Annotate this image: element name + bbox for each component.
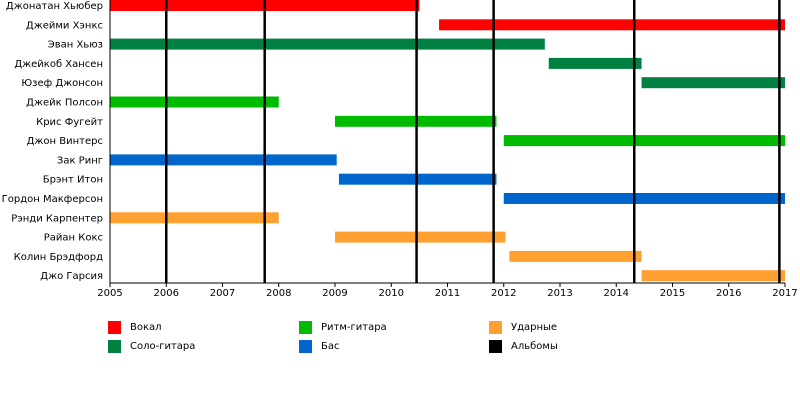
member-name-label: Джейкоб Хансен <box>14 59 103 70</box>
x-tick-label: 2012 <box>491 288 516 299</box>
member-bar <box>110 38 545 50</box>
member-bar <box>641 77 785 89</box>
x-tick-label: 2005 <box>97 288 122 299</box>
member-name-label: Джо Гарсия <box>40 271 103 282</box>
x-tick-label: 2006 <box>154 288 179 299</box>
x-axis: 2005 2006 2007 2008 2009 2010 2011 2012 2013 2014… <box>97 0 798 299</box>
x-tick-label: 2014 <box>604 288 629 299</box>
member-bar <box>110 212 279 224</box>
member-name-label: Крис Фугейт <box>36 117 103 128</box>
member-name-label: Джонатан Хьюбер <box>6 1 103 12</box>
member-name-label: Райан Кокс <box>44 233 103 244</box>
album-lines <box>165 0 781 283</box>
member-name-label: Джейми Хэнкс <box>26 20 103 31</box>
member-bar <box>548 57 642 69</box>
member-name-label: Джейк Полсон <box>26 98 103 109</box>
member-name-label: Зак Ринг <box>57 155 103 166</box>
member-name-label: Брэнт Итон <box>43 175 103 186</box>
x-tick-label: 2007 <box>210 288 235 299</box>
member-bar <box>503 193 785 204</box>
member-name-label: Джон Винтерс <box>27 136 103 147</box>
x-tick-label: 2010 <box>379 288 404 299</box>
member-bar <box>335 231 506 243</box>
x-tick-label: 2013 <box>547 288 572 299</box>
member-name-label: Колин Брэдфорд <box>14 252 103 263</box>
member-name-label: Рэнди Карпентер <box>11 213 103 224</box>
member-bar <box>641 270 785 282</box>
x-tick-label: 2015 <box>660 288 685 299</box>
member-bar <box>509 250 642 262</box>
member-bar <box>439 19 785 31</box>
x-tick-label: 2017 <box>772 288 797 299</box>
x-tick-label: 2009 <box>322 288 347 299</box>
member-bar <box>503 135 785 147</box>
x-tick-label: 2011 <box>435 288 460 299</box>
member-bars <box>110 0 785 282</box>
member-bar <box>110 154 337 166</box>
member-bar <box>110 96 279 108</box>
member-labels: Джонатан Хьюбер Джейми Хэнкс Эван Хьюз Джей… <box>2 1 103 282</box>
member-name-label: Гордон Макферсон <box>2 194 103 205</box>
x-tick-label: 2008 <box>266 288 291 299</box>
x-tick-label: 2016 <box>716 288 741 299</box>
member-name-label: Юзеф Джонсон <box>21 78 103 89</box>
member-name-label: Эван Хьюз <box>48 40 103 51</box>
